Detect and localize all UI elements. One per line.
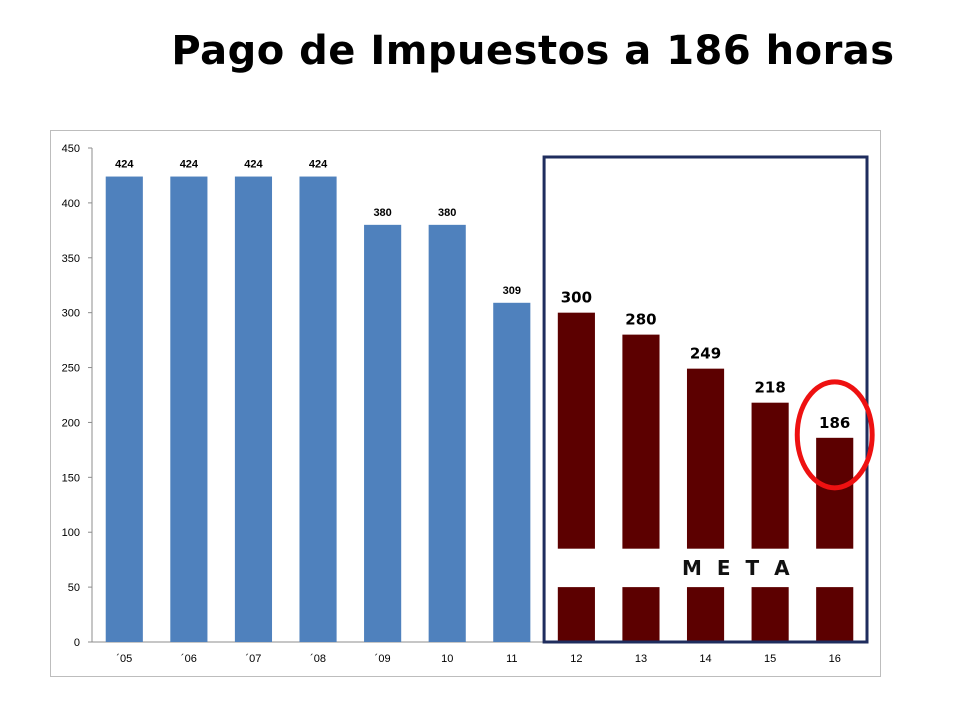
x-tick-label: 12 xyxy=(570,653,582,665)
goal-bar xyxy=(751,402,789,642)
goal-bar xyxy=(622,334,660,642)
y-tick-label: 200 xyxy=(62,417,80,429)
data-label: 380 xyxy=(373,207,391,219)
highlight-ellipse xyxy=(794,379,875,491)
y-tick-label: 100 xyxy=(62,527,80,539)
goal-bar xyxy=(686,368,725,642)
x-tick-label: ´09 xyxy=(375,653,391,665)
historic-bar xyxy=(299,176,337,642)
chart-area: 0 50 100 150 200 250 300 350 400 450 ´05 ´06 ´07 ´08 ´… xyxy=(50,130,881,677)
x-tick-label: ´05 xyxy=(116,653,132,665)
data-label: 380 xyxy=(438,207,456,219)
y-tick-label: 250 xyxy=(62,363,80,375)
y-tick-label: 350 xyxy=(62,253,80,265)
data-label: 424 xyxy=(244,159,263,171)
goal-box xyxy=(542,155,869,644)
data-label: 424 xyxy=(180,159,199,171)
x-tick-label: ´08 xyxy=(310,653,326,665)
data-label: 218 xyxy=(754,379,785,397)
historic-bar xyxy=(170,176,208,642)
x-tick-label: 15 xyxy=(764,653,776,665)
historic-bar xyxy=(428,224,466,642)
bar-chart: 0 50 100 150 200 250 300 350 400 450 ´05 ´06 ´07 ´08 ´… xyxy=(62,143,875,665)
x-tick-label: ´06 xyxy=(181,653,197,665)
data-label: 186 xyxy=(819,414,850,432)
goal-bar xyxy=(557,312,595,642)
data-label: 280 xyxy=(625,311,656,329)
x-tick-label: 10 xyxy=(441,653,453,665)
x-tick-label: 11 xyxy=(506,653,517,665)
historic-bar xyxy=(234,176,273,642)
data-label: 424 xyxy=(309,159,328,171)
historic-bar xyxy=(493,302,531,642)
meta-band xyxy=(546,548,865,588)
x-tick-label: ´07 xyxy=(246,653,262,665)
data-label: 424 xyxy=(115,159,134,171)
y-tick-label: 150 xyxy=(62,472,80,484)
historic-bar xyxy=(364,224,402,642)
y-tick-label: 400 xyxy=(62,198,80,210)
x-tick-label: 14 xyxy=(699,653,711,665)
chart-title: Pago de Impuestos a 186 horas xyxy=(171,28,895,74)
x-tick-label: 13 xyxy=(635,653,647,665)
data-label: 300 xyxy=(561,289,592,307)
x-tick-label: 16 xyxy=(829,653,841,665)
y-tick-label: 450 xyxy=(62,143,80,155)
data-label: 309 xyxy=(503,285,521,297)
meta-label: M E T A xyxy=(682,556,794,580)
y-tick-label: 300 xyxy=(62,308,80,320)
y-tick-label: 0 xyxy=(74,637,80,649)
goal-bar xyxy=(816,437,854,642)
y-tick-label: 50 xyxy=(68,582,80,594)
data-label: 249 xyxy=(690,345,721,363)
historic-bar xyxy=(105,176,143,642)
